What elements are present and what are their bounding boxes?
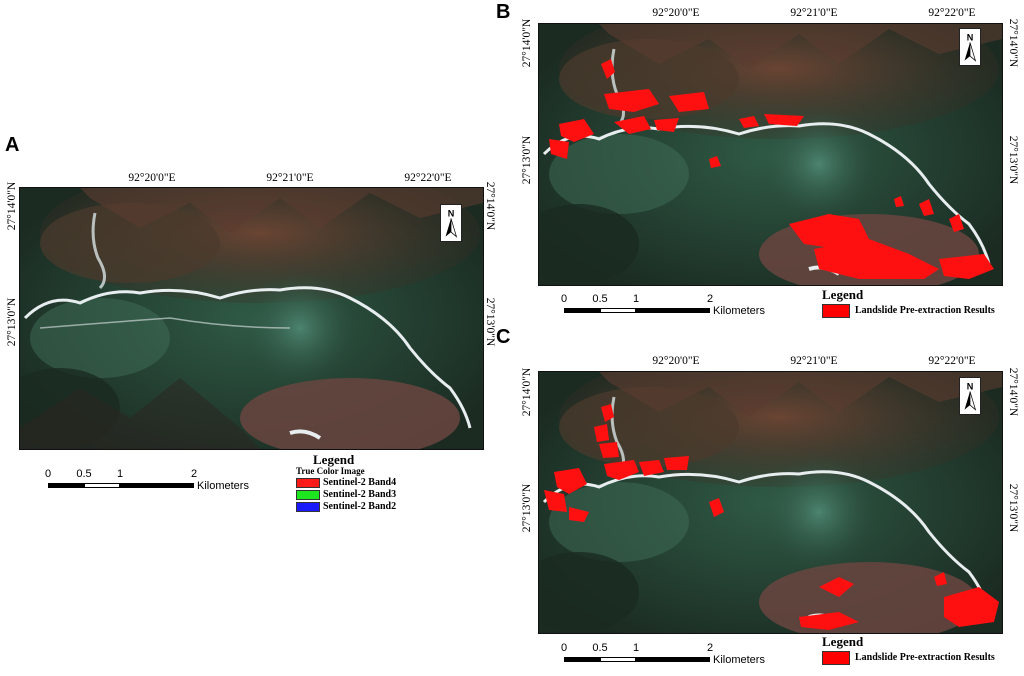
scale-tick-0: 0 xyxy=(44,468,52,480)
panel-b-legend-title: Legend xyxy=(822,287,864,302)
panel-b-lon-label: 92°21'0"E xyxy=(790,7,838,19)
panel-b-lat-left-label: 27°14'0"N xyxy=(521,18,533,68)
panel-c-legend-title: Legend xyxy=(822,634,864,649)
legend-label-landslide: Landslide Pre-extraction Results xyxy=(855,305,995,316)
scale-tick-1: 1 xyxy=(116,468,124,480)
panel-a-lon-label: 92°22'0"E xyxy=(404,172,452,184)
panel-c-lat-left-label: 27°14'0"N xyxy=(521,367,533,417)
panel-c-landslide-patches xyxy=(544,404,999,630)
scale-tick-1: 1 xyxy=(632,642,640,654)
panel-a-scale-bar: 0 0.5 1 2 Kilometers xyxy=(40,468,270,502)
panel-a-lat-right-label: 27°14'0"N xyxy=(484,181,496,231)
panel-b-lat-left-label: 27°13'0"N xyxy=(521,135,533,185)
panel-a-terrain xyxy=(20,188,483,449)
panel-a-lon-label: 92°20'0"E xyxy=(128,172,176,184)
legend-swatch-band4 xyxy=(296,478,320,488)
scale-tick-05: 0.5 xyxy=(76,468,92,480)
panel-c-lon-label: 92°22'0"E xyxy=(928,355,976,367)
legend-swatch-band2 xyxy=(296,502,320,512)
panel-c-terrain xyxy=(539,372,1002,633)
legend-label-landslide: Landslide Pre-extraction Results xyxy=(855,652,995,663)
north-arrow-icon: N xyxy=(959,28,981,66)
panel-a-letter: A xyxy=(5,134,20,156)
panel-a-lat-right-label: 27°13'0"N xyxy=(484,297,496,347)
north-arrow-icon: N xyxy=(959,377,981,415)
panel-a-legend-title: Legend xyxy=(313,452,355,467)
panel-b-lat-right-label: 27°14'0"N xyxy=(1007,18,1019,68)
scale-tick-2: 2 xyxy=(706,642,714,654)
scale-tick-1: 1 xyxy=(632,293,640,305)
legend-label-band2: Sentinel-2 Band2 xyxy=(323,501,397,512)
panel-b-lat-right-label: 27°13'0"N xyxy=(1007,135,1019,185)
panel-b-satellite-map: N xyxy=(538,23,1003,286)
scale-tick-0: 0 xyxy=(560,642,568,654)
legend-label-band3: Sentinel-2 Band3 xyxy=(323,489,397,500)
legend-label-band4: Sentinel-2 Band4 xyxy=(323,477,397,488)
panel-c-satellite-map: N xyxy=(538,371,1003,634)
north-arrow-label: N xyxy=(967,33,974,43)
panel-a-satellite-map: N xyxy=(19,187,484,450)
panel-c-lat-left-label: 27°13'0"N xyxy=(521,483,533,533)
panel-b-terrain xyxy=(539,24,1002,285)
panel-a-lat-left-label: 27°14'0"N xyxy=(6,181,18,231)
panel-b-letter: B xyxy=(496,1,511,23)
scale-tick-0: 0 xyxy=(560,293,568,305)
scale-unit: Kilometers xyxy=(713,654,765,666)
panel-a-legend-subtitle: True Color Image xyxy=(296,466,365,476)
north-arrow-icon: N xyxy=(440,204,462,242)
panel-c-lat-right-label: 27°14'0"N xyxy=(1007,367,1019,417)
legend-swatch-band3 xyxy=(296,490,320,500)
scale-tick-05: 0.5 xyxy=(592,293,608,305)
north-arrow-label: N xyxy=(967,382,974,392)
panel-b-lon-label: 92°20'0"E xyxy=(652,7,700,19)
panel-c-scale-bar: 0 0.5 1 2 Kilometers xyxy=(556,642,786,676)
panel-b-scale-bar: 0 0.5 1 2 Kilometers xyxy=(556,293,786,327)
scale-tick-2: 2 xyxy=(706,293,714,305)
legend-swatch-landslide xyxy=(822,651,850,665)
scale-unit: Kilometers xyxy=(713,305,765,317)
panel-c-letter: C xyxy=(496,326,511,348)
panel-a-lon-label: 92°21'0"E xyxy=(266,172,314,184)
legend-swatch-landslide xyxy=(822,304,850,318)
panel-a-lat-left-label: 27°13'0"N xyxy=(6,297,18,347)
panel-b-lon-label: 92°22'0"E xyxy=(928,7,976,19)
north-arrow-label: N xyxy=(448,209,455,219)
panel-c-lon-label: 92°21'0"E xyxy=(790,355,838,367)
scale-tick-05: 0.5 xyxy=(592,642,608,654)
scale-tick-2: 2 xyxy=(190,468,198,480)
panel-c-lat-right-label: 27°13'0"N xyxy=(1007,483,1019,533)
panel-c-lon-label: 92°20'0"E xyxy=(652,355,700,367)
scale-unit: Kilometers xyxy=(197,480,249,492)
panel-b-landslide-patches xyxy=(549,59,994,279)
